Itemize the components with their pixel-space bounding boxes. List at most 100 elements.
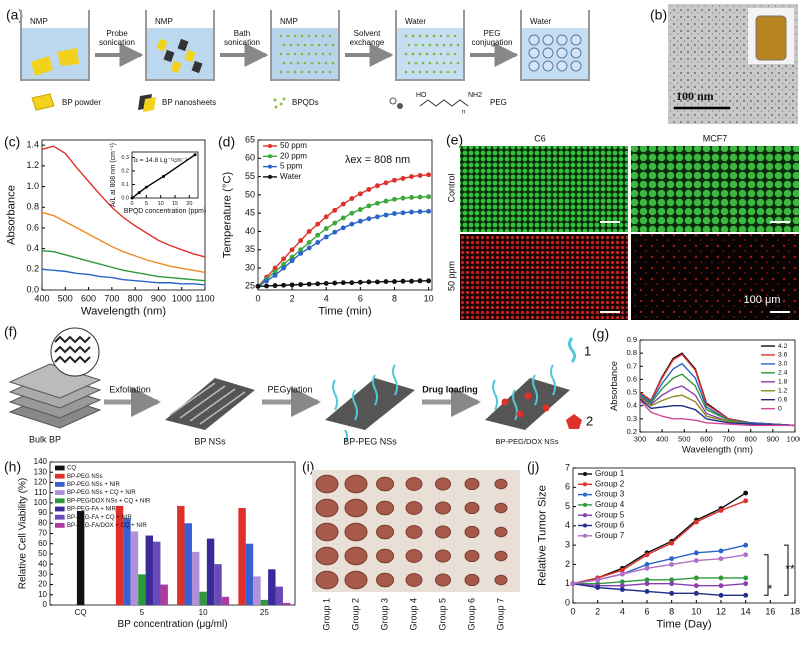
y-tick-label: 0.6	[26, 222, 39, 232]
data-point	[417, 278, 423, 284]
bpqd	[453, 70, 457, 74]
data-point	[281, 256, 287, 262]
y-tick-label: 55	[245, 171, 255, 181]
data-point	[272, 265, 278, 271]
bpqd	[324, 61, 328, 65]
data-point	[392, 177, 397, 183]
y-axis-title: Relative Cell Viability (%)	[17, 478, 28, 590]
legend-swatch	[55, 473, 65, 479]
legend-marker	[267, 143, 273, 149]
bpqd	[307, 52, 311, 56]
y-tick-label: 0.2	[26, 264, 39, 274]
data-point	[595, 585, 601, 591]
tumor-photo-content	[315, 474, 508, 590]
x-tick-label: 10	[424, 293, 434, 303]
data-point	[332, 207, 338, 213]
legend-label: BP-PEG NSs	[67, 474, 103, 480]
stage-label: BP-PEG/DOX NSs	[496, 437, 559, 446]
legend-marker	[582, 513, 588, 518]
bpqd-icon	[273, 97, 286, 109]
bpqd	[449, 61, 453, 65]
legend-label: BP-PEG NSs + CQ + NIR	[67, 490, 136, 496]
legend-label: 4.2	[778, 343, 788, 350]
x-tick-label: 8	[392, 293, 397, 303]
legend-label: 1.8	[778, 379, 788, 386]
legend-label: PEG	[490, 98, 507, 107]
tumor	[405, 573, 423, 587]
y-tick-label: 0.3	[121, 155, 129, 161]
x-axis-title: Time (min)	[318, 306, 372, 318]
peg-icon	[397, 103, 403, 109]
bpqd	[442, 43, 446, 47]
legend-swatch	[55, 498, 65, 504]
column-label: MCF7	[703, 133, 728, 143]
bpqd	[421, 61, 425, 65]
step-label: Bath	[234, 29, 250, 38]
bar	[260, 599, 269, 605]
panel-label: (i)	[302, 459, 314, 475]
tumor	[405, 549, 423, 563]
data-point	[718, 548, 724, 554]
x-tick-label: 18	[790, 606, 800, 616]
data-point	[743, 498, 749, 504]
bpqd	[289, 43, 293, 47]
panel-label: (b)	[650, 7, 667, 23]
beaker	[270, 10, 340, 81]
tumor	[494, 550, 508, 562]
beaker-row	[20, 10, 590, 81]
bpqd	[279, 34, 283, 38]
tumor	[315, 546, 339, 566]
legend-label: BP-PEG-FA + CQ + NIR	[67, 515, 132, 521]
legend-marker	[582, 471, 588, 477]
bpqd	[414, 61, 418, 65]
data-point	[669, 581, 675, 587]
bpqd	[307, 70, 311, 74]
data-point	[718, 575, 724, 581]
data-point	[693, 575, 699, 581]
data-point	[383, 198, 389, 204]
bpqd	[428, 43, 432, 47]
stage-label: BP NSs	[194, 436, 226, 446]
x-tick-label: 6	[644, 606, 649, 616]
legend-label: BP powder	[62, 98, 101, 107]
nanosheet	[191, 60, 203, 74]
group-label: Group 2	[350, 598, 360, 631]
bpqd	[449, 43, 453, 47]
y-axis-title: Relative Tumor Size	[536, 485, 548, 586]
bpqd	[300, 70, 304, 74]
data-point	[374, 279, 380, 285]
tumor	[344, 546, 368, 566]
data-point	[366, 279, 372, 285]
bar	[115, 505, 124, 605]
y-tick-label: 100	[34, 498, 48, 507]
data-point	[323, 226, 329, 231]
legend-label: 2	[586, 413, 593, 428]
data-point	[315, 240, 321, 245]
x-tick-label: CQ	[75, 608, 87, 617]
tumor	[315, 498, 339, 518]
data-point	[162, 174, 166, 178]
legend-label: 3.0	[778, 361, 788, 368]
data-point	[289, 247, 295, 253]
peg-qd	[528, 60, 540, 72]
bar	[245, 543, 254, 605]
micrograph	[460, 146, 628, 232]
column-label: C6	[534, 133, 546, 143]
series-line	[41, 211, 206, 274]
step-label: sonication	[99, 38, 135, 47]
legend-label: Group 4	[595, 500, 625, 509]
data-point	[340, 201, 346, 207]
bulk-bp	[8, 327, 102, 429]
legend-label: 20 ppm	[280, 151, 307, 160]
y-tick-label: 65	[245, 134, 255, 144]
group-label: Group 1	[321, 598, 331, 631]
data-point	[306, 245, 312, 251]
data-point	[306, 281, 312, 287]
panel-label: (h)	[4, 459, 21, 475]
bpqd	[331, 61, 335, 65]
y-tick-label: 0.4	[26, 243, 39, 253]
x-tick-label: 500	[58, 293, 73, 303]
x-tick-label: 1000	[787, 434, 800, 443]
data-point	[718, 583, 724, 589]
